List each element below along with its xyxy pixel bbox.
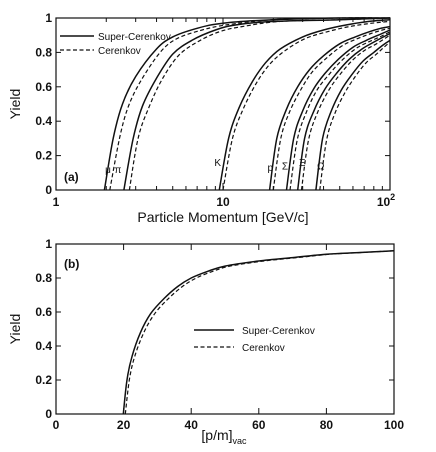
- panel-a-curves: [103, 17, 391, 191]
- panel-b-xtick-label-2: 40: [185, 418, 199, 432]
- panel-a-x-axis-title: Particle Momentum [GeV/c]: [137, 209, 308, 225]
- panel-b-super-cerenkov-curve-0: [122, 250, 395, 415]
- panel-b-ytick-label-3: 0.6: [35, 305, 52, 319]
- panel-b-frame: [55, 243, 395, 415]
- panel-a-super-cerenkov-curve-6: [268, 25, 391, 191]
- panel-b-xtick-label-4: 80: [320, 418, 334, 432]
- particle-label-6: Ω: [317, 161, 325, 172]
- particle-label-5: Ξ: [299, 158, 306, 169]
- panel-a-cerenkov-curve-5: [222, 20, 391, 191]
- panel-b-curves: [122, 250, 395, 415]
- panel-a-cerenkov-curve-11: [300, 34, 391, 191]
- particle-label-0: μ: [105, 165, 111, 176]
- panel-a-ytick-label-0: 0: [45, 183, 52, 197]
- particle-label-3: p: [268, 163, 274, 174]
- panel-b-ytick-label-2: 0.4: [35, 339, 52, 353]
- panel-b-xtick-label-0: 0: [53, 418, 60, 432]
- panel-b-xtick-label-5: 100: [384, 418, 404, 432]
- legend-b-cerenkov: Cerenkov: [242, 343, 285, 354]
- panel-a-super-cerenkov-curve-10: [296, 32, 391, 191]
- panel-a-super-cerenkov-curve-4: [218, 18, 391, 191]
- panel-a-cerenkov-curve-9: [289, 31, 391, 191]
- panel-b-xtick-label-1: 20: [117, 418, 131, 432]
- particle-label-2: K: [214, 158, 221, 169]
- panel-a-super-cerenkov-curve-0: [103, 17, 391, 191]
- panel-b-cerenkov-curve-1: [124, 250, 395, 415]
- panel-b-y-axis-title: Yield: [7, 314, 23, 345]
- legend-a-super-cerenkov: Super-Cerenkov: [98, 32, 171, 43]
- panel-b-x-ticks: 0 20 40 60 80 100: [53, 244, 404, 432]
- panel-b-y-ticks: 0 0.2 0.4 0.6 0.8 1: [35, 237, 394, 421]
- particle-label-1: π: [115, 165, 122, 176]
- panel-a-cerenkov-curve-3: [128, 17, 391, 191]
- legend-b-super-cerenkov: Super-Cerenkov: [242, 326, 315, 337]
- panel-a-super-cerenkov-curve-8: [285, 29, 391, 191]
- panel-b-tag: (b): [64, 257, 79, 271]
- panel-a: 0 0.2 0.4 0.6 0.8 1 μ π K p Σ Ξ Ω Super-Cerenkov Ce…: [7, 11, 395, 225]
- panel-a-particle-labels: μ π K p Σ Ξ Ω: [105, 158, 325, 176]
- panel-a-cerenkov-curve-13: [319, 41, 391, 191]
- panel-b-ytick-label-4: 0.8: [35, 271, 52, 285]
- panel-a-y-axis-title: Yield: [7, 89, 23, 120]
- particle-label-4: Σ: [282, 161, 288, 172]
- panel-a-ytick-label-1: 0.2: [35, 149, 52, 163]
- panel-a-ytick-label-5: 1: [45, 11, 52, 25]
- panel-a-ytick-label-4: 0.8: [35, 45, 52, 59]
- panel-a-ytick-label-3: 0.6: [35, 80, 52, 94]
- panel-a-tag: (a): [64, 170, 79, 184]
- a-xtick-10: 10: [216, 195, 230, 209]
- legend-a-cerenkov: Cerenkov: [98, 46, 141, 57]
- a-xtick-1: 1: [53, 195, 60, 209]
- panel-b-ytick-label-1: 0.2: [35, 373, 52, 387]
- panel-a-cerenkov-curve-7: [272, 27, 391, 191]
- panel-b-ytick-label-5: 1: [45, 237, 52, 251]
- a-xtick-100: 102: [377, 192, 395, 209]
- panel-b: 0 0.2 0.4 0.6 0.8 1 0 20 40 60 80 100 (b) Super-Ce…: [7, 237, 404, 446]
- panel-b-ytick-label-0: 0: [45, 407, 52, 421]
- panel-b-xtick-label-3: 60: [252, 418, 266, 432]
- panel-a-cerenkov-curve-1: [109, 17, 391, 191]
- panel-a-super-cerenkov-curve-12: [315, 39, 391, 191]
- panel-a-y-ticks: 0 0.2 0.4 0.6 0.8 1: [35, 11, 390, 197]
- panel-a-x-ticks: [55, 18, 383, 190]
- panel-a-super-cerenkov-curve-2: [123, 17, 391, 191]
- panel-a-ytick-label-2: 0.4: [35, 114, 52, 128]
- panel-b-x-axis-title: [p/m]vac: [201, 427, 247, 446]
